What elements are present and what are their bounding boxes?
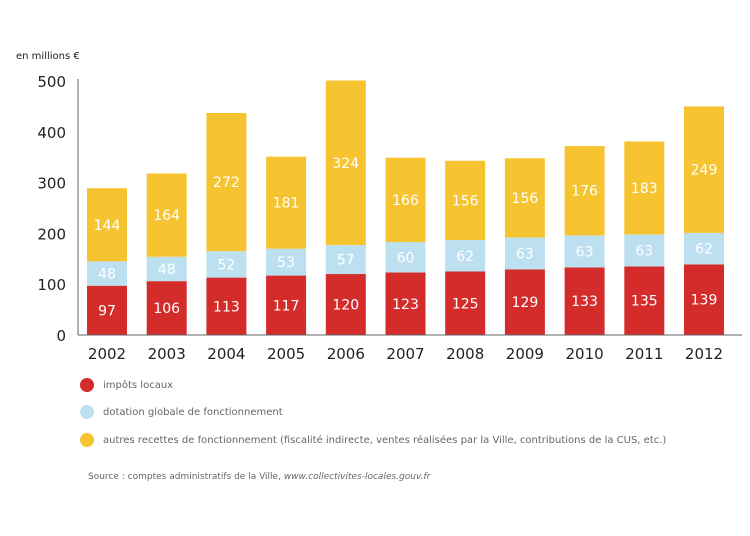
data-label: 164 [153, 208, 180, 224]
bar-segment [504, 158, 545, 238]
x-tick-label: 2010 [566, 345, 604, 363]
y-axis-unit-label: en millions € [16, 51, 80, 62]
legend-label: impôts locaux [103, 379, 174, 391]
bar-segment [684, 232, 724, 265]
data-label: 144 [94, 218, 121, 234]
bar-segment [266, 275, 307, 335]
x-tick-label: 2002 [88, 345, 126, 363]
data-label: 156 [452, 193, 479, 209]
data-label: 113 [213, 299, 240, 315]
bar-segment [684, 106, 724, 233]
bar-segment [325, 245, 366, 275]
bar-segment [385, 242, 426, 273]
data-label: 57 [337, 253, 355, 269]
bar-segment [564, 146, 605, 236]
data-label: 120 [332, 298, 359, 314]
data-label: 52 [217, 257, 235, 273]
data-label: 272 [213, 175, 240, 191]
bar-segment [504, 269, 545, 335]
x-tick-label: 2012 [685, 345, 723, 363]
bar-segment [266, 248, 307, 276]
source-note: Source : comptes administratifs de la Vi… [88, 472, 430, 482]
legend-dot-red-icon [80, 378, 94, 392]
y-tick-label: 100 [37, 276, 66, 294]
data-label: 183 [631, 181, 658, 197]
bar-segment [87, 261, 127, 286]
data-label: 135 [631, 294, 658, 310]
bar-segment [146, 256, 187, 282]
data-label: 63 [635, 243, 653, 259]
bar-segment [445, 160, 486, 241]
bar-segment [266, 156, 307, 249]
bar-segment [325, 274, 366, 335]
x-tick-label: 2007 [386, 345, 424, 363]
x-tick-label: 2009 [506, 345, 544, 363]
data-label: 63 [516, 246, 534, 262]
data-label: 62 [695, 242, 713, 258]
y-tick-label: 200 [37, 225, 66, 243]
data-label: 129 [512, 295, 539, 311]
data-label: 166 [392, 193, 419, 209]
data-label: 48 [98, 267, 116, 283]
data-label: 176 [571, 184, 598, 200]
data-label: 249 [691, 163, 718, 179]
bar-segment [564, 235, 605, 268]
legend-label: dotation globale de fonctionnement [103, 406, 283, 418]
bar-segment [504, 237, 545, 270]
bar-segment [206, 277, 247, 335]
bar-segment [146, 281, 187, 335]
data-label: 125 [452, 296, 479, 312]
data-label: 324 [332, 156, 359, 172]
x-tick-label: 2004 [207, 345, 245, 363]
data-label: 60 [397, 250, 415, 266]
legend-dot-blue-icon [80, 405, 94, 419]
source-link: www.collectivites-locales.gouv.fr [283, 472, 431, 482]
bar-segment [624, 234, 665, 267]
data-label: 97 [98, 303, 116, 319]
bar-segment [87, 188, 127, 262]
source-text: Source : comptes administratifs de la Vi… [88, 472, 284, 482]
x-tick-label: 2011 [625, 345, 663, 363]
data-label: 62 [456, 249, 474, 265]
x-tick-label: 2005 [267, 345, 305, 363]
x-tick-label: 2008 [446, 345, 484, 363]
legend-dot-yellow-icon [80, 433, 94, 447]
bar-segment [206, 113, 247, 252]
data-label: 106 [153, 301, 180, 317]
data-label: 139 [691, 293, 718, 309]
legend-label: autres recettes de fonctionnement (fisca… [103, 434, 667, 446]
bar-segment [624, 266, 665, 335]
bar-segment [87, 285, 127, 335]
bar-segment [445, 240, 486, 272]
data-label: 48 [158, 262, 176, 278]
legend-item-dotation: dotation globale de fonctionnement [80, 405, 283, 419]
y-tick-label: 500 [37, 73, 66, 91]
legend-item-autres: autres recettes de fonctionnement (fisca… [80, 433, 666, 447]
data-label: 181 [273, 196, 300, 212]
data-label: 133 [571, 294, 598, 310]
x-tick-label: 2003 [148, 345, 186, 363]
bar-segment [624, 141, 665, 235]
x-tick-label: 2006 [327, 345, 365, 363]
data-label: 123 [392, 297, 419, 313]
bar-segment [146, 173, 187, 257]
bar-segment [684, 264, 724, 335]
bar-segment [385, 272, 426, 335]
legend-item-impots: impôts locaux [80, 378, 173, 392]
data-label: 53 [277, 255, 295, 271]
y-tick-label: 400 [37, 124, 66, 142]
data-label: 117 [273, 298, 300, 314]
bar-segment [564, 267, 605, 335]
bar-segment [325, 80, 366, 246]
data-label: 63 [576, 244, 594, 260]
bar-segment [206, 251, 247, 278]
y-tick-label: 0 [56, 327, 66, 345]
bar-segment [385, 157, 426, 243]
data-label: 156 [512, 191, 539, 207]
bar-segment [445, 271, 486, 335]
y-tick-label: 300 [37, 175, 66, 193]
